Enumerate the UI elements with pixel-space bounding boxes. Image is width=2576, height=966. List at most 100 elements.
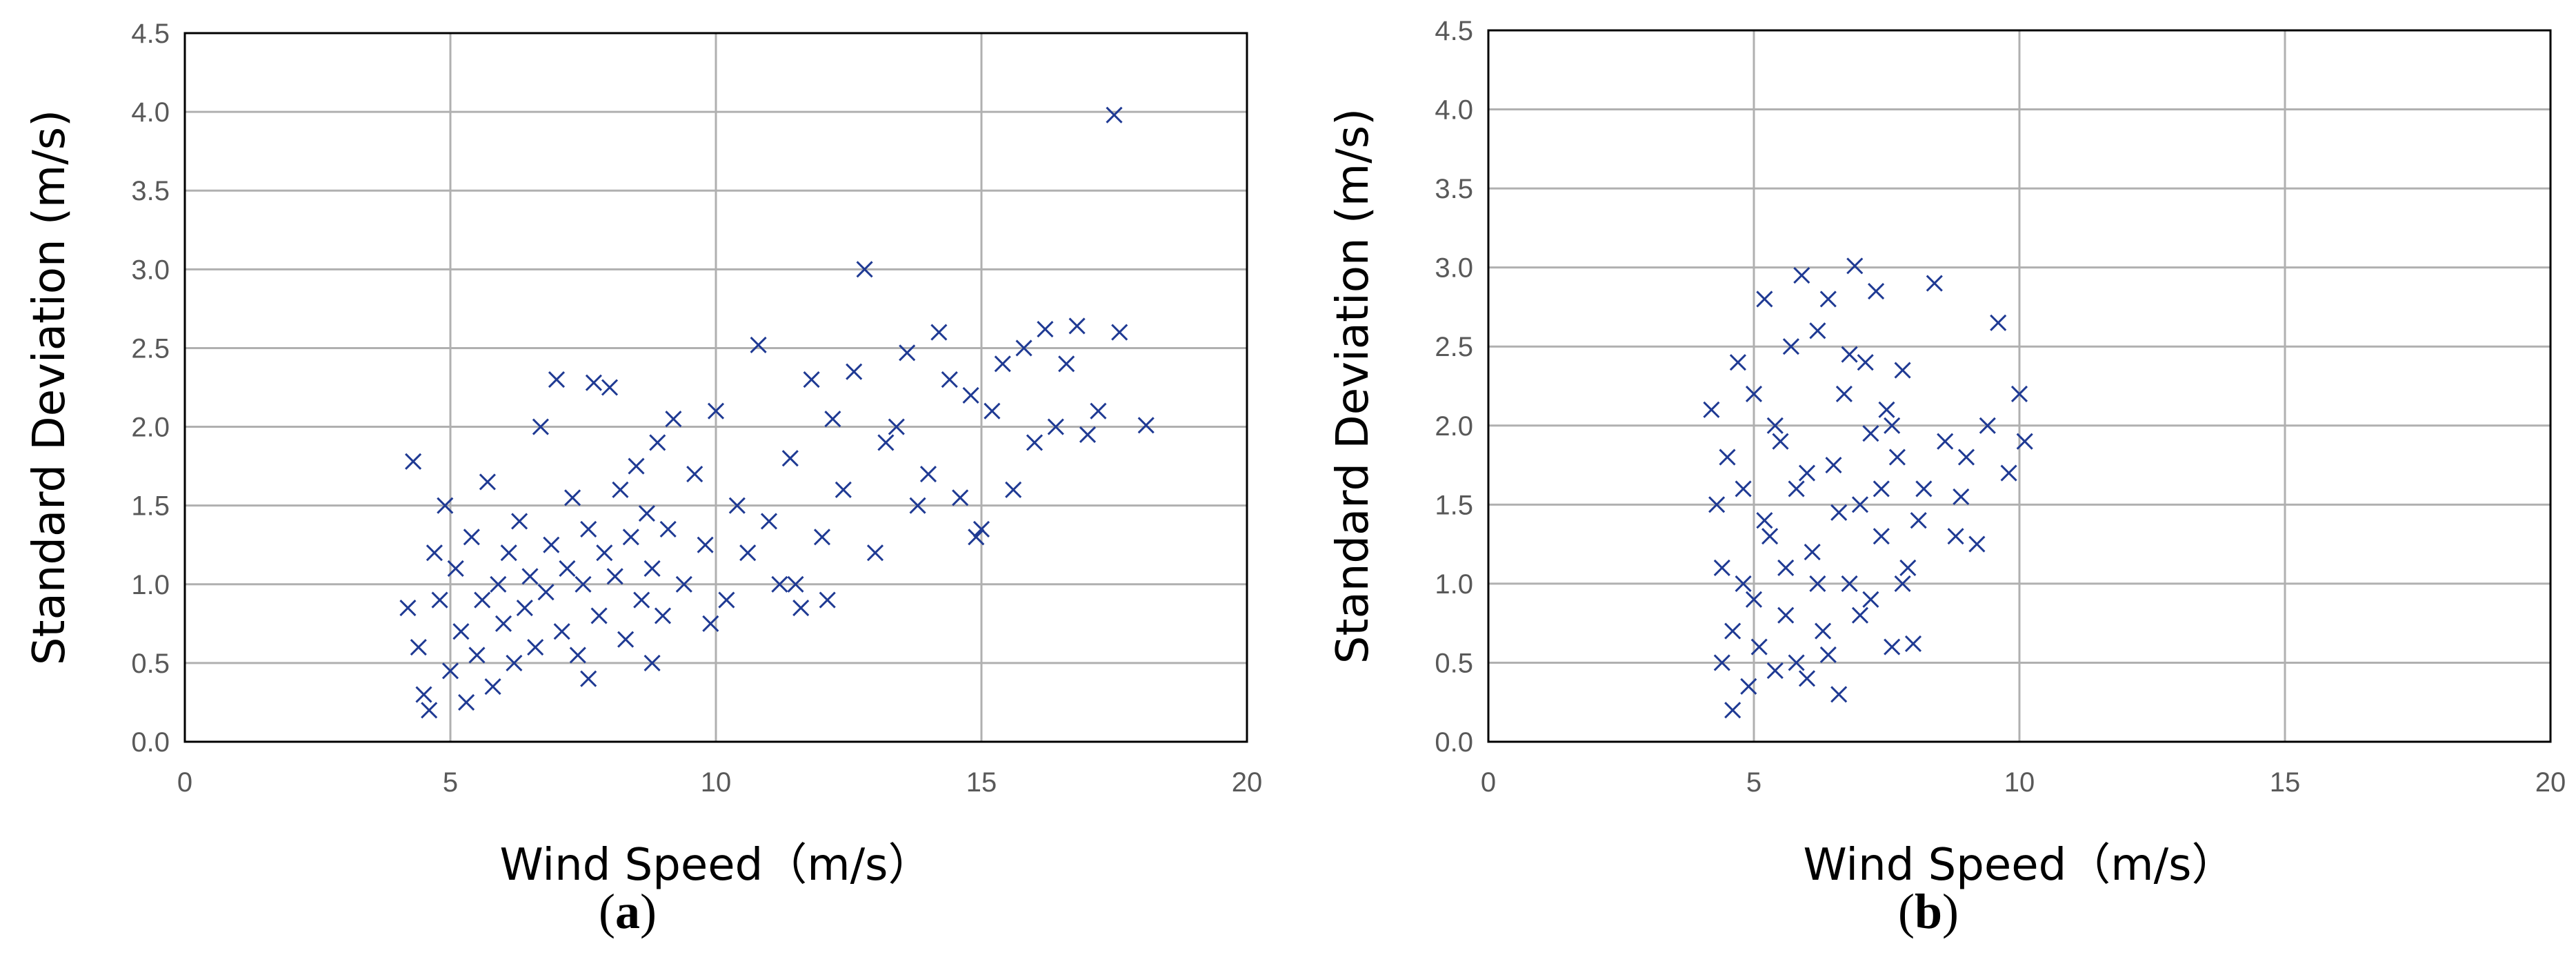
data-point [575,575,592,593]
data-point [1953,488,1970,505]
data-point [909,497,926,514]
data-point [1979,417,1996,434]
data-point [1819,290,1837,308]
data-point [1735,575,1752,592]
x-tick-label: 5 [443,767,458,798]
data-point [506,654,523,671]
data-point [559,560,576,578]
data-point [2000,464,2017,482]
data-point [1047,418,1064,435]
data-point [628,457,645,475]
data-point [1809,575,1826,592]
data-point [803,371,820,388]
data-point [771,575,788,593]
x-tick-label: 20 [2535,767,2566,798]
y-axis-title: Standard Deviation (m/s) [24,110,75,665]
data-point [1926,275,1943,292]
data-point [1851,496,1869,513]
data-point [1782,338,1799,355]
data-point [511,513,528,530]
data-point [835,481,852,498]
y-tick-label: 0.0 [1435,727,1473,758]
data-point [437,497,454,514]
data-point [1915,480,1933,497]
data-point [1862,425,1879,442]
data-point [484,678,501,696]
data-point [649,434,666,451]
panel-caption-letter: a [615,884,640,939]
x-tick-label: 0 [1481,767,1496,798]
data-point [654,607,672,624]
y-tick-label: 3.5 [131,176,170,206]
data-point [1894,362,1911,379]
data-point [1137,417,1155,434]
data-point [580,520,597,538]
data-point [1729,354,1746,371]
data-point [1937,433,1954,450]
data-point [1798,464,1816,482]
data-point [1015,339,1032,357]
data-point [521,568,539,585]
x-tick-label: 10 [701,767,732,798]
y-tick-label: 1.0 [1435,569,1473,600]
chart-panel-b: 0.0 0.5 1.0 1.5 2.0 2.5 3.0 3.5 4.0 4.5 0 5 10 15 20 Wi… [1297,0,2576,966]
data-point [1819,646,1837,664]
data-point [405,453,422,470]
y-tick-label: 1.5 [131,491,170,522]
data-point [1788,480,1805,497]
data-point [1750,638,1768,656]
data-point [1809,322,1826,339]
data-point [813,529,831,546]
data-point [1841,575,1858,592]
data-point [1835,385,1853,403]
data-point [1777,559,1795,577]
data-point [1888,448,1906,466]
data-point [612,481,629,498]
y-tick-label: 3.0 [131,255,170,285]
y-tick-label: 2.0 [131,413,170,443]
data-point [1079,426,1097,444]
data-point [527,639,544,656]
data-point [899,344,916,362]
data-point [569,647,586,664]
data-point [564,489,581,506]
y-tick-label: 0.5 [1435,648,1473,678]
data-point [1772,433,1789,450]
data-point [968,529,985,546]
data-point [399,599,417,617]
data-point [596,544,613,562]
data-point [543,536,560,553]
data-point [1815,622,1832,640]
data-point [580,670,597,687]
data-point [537,584,555,601]
data-point [479,473,496,491]
data-point [1868,282,1885,300]
data-point [1798,670,1816,687]
data-point [877,434,895,451]
y-tick-label: 3.5 [1435,174,1473,204]
data-point [468,647,486,664]
data-point [410,639,427,656]
data-point [1947,528,1964,545]
y-tick-label: 3.0 [1435,253,1473,284]
data-point [1793,267,1810,284]
data-point [888,418,905,435]
data-point [1724,702,1741,719]
data-point [585,374,602,391]
data-point [458,693,475,711]
data-point [1111,324,1128,341]
data-point [516,599,533,617]
scatter-chart-b: 0.0 0.5 1.0 1.5 2.0 2.5 3.0 3.5 4.0 4.5 0 5 10 15 20 Wi… [1328,16,2566,891]
data-point [994,355,1011,373]
data-point [1756,512,1773,529]
x-axis-title: Wind Speed（m/s） [499,840,932,891]
data-point [1005,481,1022,498]
data-point [622,529,639,546]
y-tick-label: 2.0 [1435,411,1473,442]
data-point [2010,385,2028,403]
x-tick-label: 15 [966,767,997,798]
panel-caption-letter: b [1914,884,1943,939]
data-point [1910,512,1927,529]
data-point [1708,496,1726,513]
data-point [919,465,937,483]
